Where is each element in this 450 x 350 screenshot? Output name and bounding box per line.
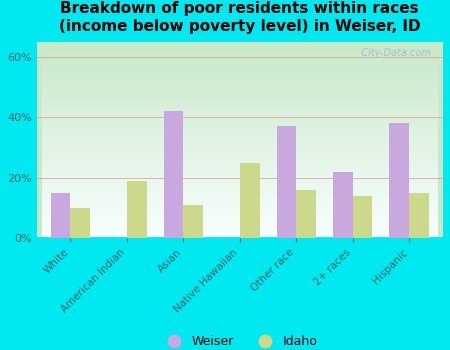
Bar — [389, 124, 409, 238]
Bar — [333, 172, 353, 238]
Title: Breakdown of poor residents within races
(income below poverty level) in Weiser,: Breakdown of poor residents within races… — [59, 1, 421, 34]
Bar — [296, 190, 316, 238]
Text: City-Data.com: City-Data.com — [355, 48, 431, 58]
Bar — [71, 208, 90, 238]
Bar — [51, 193, 71, 238]
Bar — [353, 196, 373, 238]
Bar — [183, 205, 203, 238]
Bar — [164, 111, 183, 238]
Bar — [409, 193, 429, 238]
Bar — [127, 181, 147, 238]
Bar — [276, 126, 296, 238]
Bar — [240, 163, 260, 238]
Legend: Weiser, Idaho: Weiser, Idaho — [157, 330, 323, 350]
